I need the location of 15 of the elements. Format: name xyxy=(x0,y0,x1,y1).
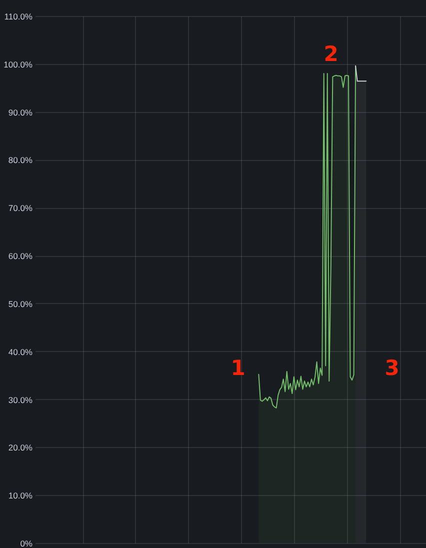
y-tick-label: 100.0% xyxy=(4,59,33,70)
y-tick-label: 80.0% xyxy=(8,155,33,166)
y-tick-label: 0% xyxy=(20,538,33,548)
y-tick-label: 10.0% xyxy=(8,490,33,501)
annotation: 3 xyxy=(384,356,400,380)
y-tick-label: 70.0% xyxy=(8,203,33,214)
y-tick-label: 60.0% xyxy=(8,251,33,262)
annotation: 1 xyxy=(230,356,246,380)
y-tick-label: 40.0% xyxy=(8,346,33,357)
y-tick-label: 110.0% xyxy=(4,12,33,22)
y-tick-label: 50.0% xyxy=(8,298,33,309)
y-tick-label: 90.0% xyxy=(8,107,33,118)
y-tick-label: 20.0% xyxy=(8,442,33,453)
y-tick-label: 30.0% xyxy=(8,394,33,405)
annotation: 2 xyxy=(324,42,338,66)
